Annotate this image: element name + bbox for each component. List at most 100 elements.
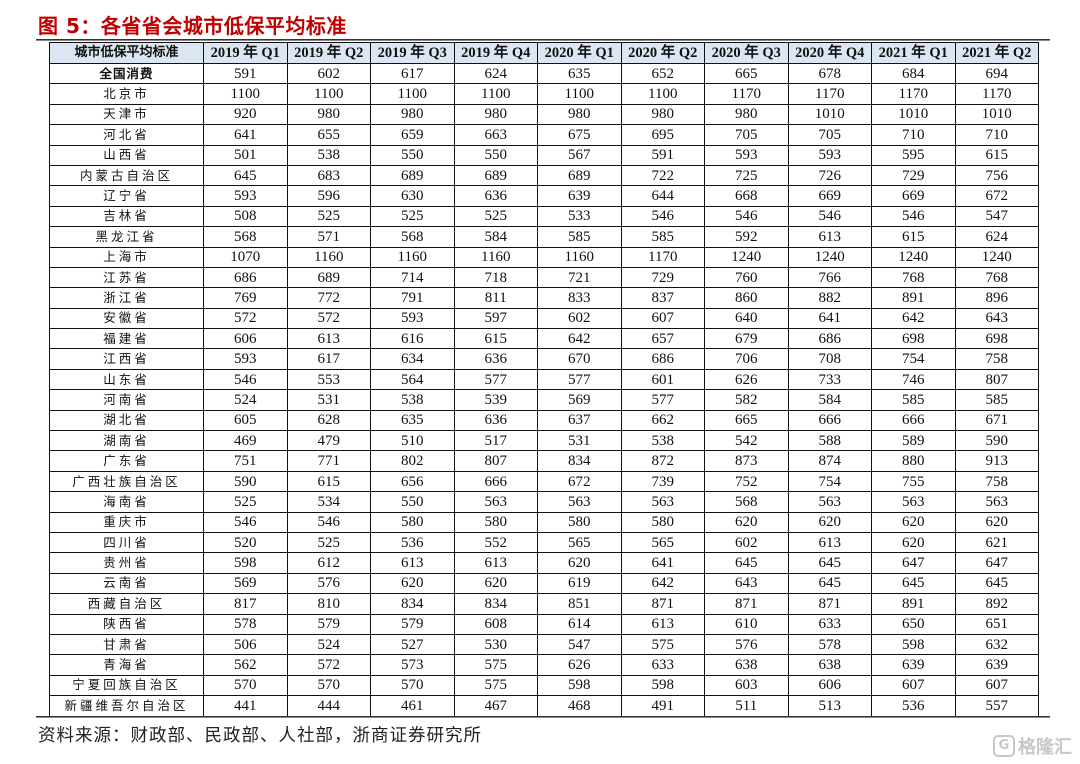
value-cell: 575 [620,633,705,656]
value-cell: 603 [704,674,789,697]
table-row: 江苏省 686 689 714 718 721 729 760 766 768 768 [49,266,1039,289]
value-cell: 510 [370,430,455,452]
value-cell: 733 [787,368,872,391]
value-cell: 746 [871,368,956,391]
table-row: 新疆维吾尔自治区 441 444 461 467 468 491 511 513 536 557 [49,695,1039,717]
region-name: 河北省 [49,124,204,146]
value-cell: 575 [453,674,538,697]
value-cell: 626 [704,368,789,391]
value-cell: 598 [871,633,956,656]
value-cell: 633 [787,613,872,635]
value-cell: 1240 [954,246,1039,268]
value-cell: 686 [203,266,288,289]
table-row: 安徽省 572 572 593 597 602 607 640 641 642 643 [49,307,1039,330]
table-row: 广东省 751 771 802 807 834 872 873 874 880 913 [49,450,1039,472]
value-cell: 1100 [286,83,371,105]
value-cell: 565 [537,531,622,554]
value-cell: 633 [620,654,705,676]
value-cell: 621 [954,531,1039,554]
value-cell: 802 [370,450,455,472]
table-row: 河南省 524 531 538 539 569 577 582 584 585 585 [49,389,1039,411]
region-name: 吉林省 [49,205,204,228]
value-cell: 771 [286,450,371,472]
value-cell: 568 [203,226,288,248]
region-name: 甘肃省 [49,633,204,656]
value-cell: 479 [286,430,371,452]
region-name: 云南省 [49,572,204,595]
value-cell: 592 [704,226,789,248]
value-cell: 726 [787,164,872,187]
value-cell: 834 [537,450,622,472]
value-cell: 636 [453,348,538,370]
value-cell: 580 [537,511,622,533]
value-cell: 980 [620,103,705,126]
source-note: 资料来源：财政部、民政部、人社部，浙商证券研究所 [38,726,482,746]
value-cell: 602 [537,307,622,330]
value-cell: 467 [453,695,538,717]
value-cell: 593 [704,144,789,166]
value-cell: 513 [787,695,872,717]
column-header: 2019 年 Q1 [203,42,288,64]
value-cell: 663 [453,124,538,146]
region-name: 山东省 [49,368,204,391]
column-header: 2021 年 Q2 [954,42,1039,64]
value-cell: 1170 [787,83,872,105]
value-cell: 620 [787,511,872,533]
value-cell: 659 [370,124,455,146]
table-row: 黑龙江省 568 571 568 584 585 585 592 613 615 624 [49,226,1039,248]
value-cell: 638 [787,654,872,676]
table-row: 辽宁省 593 596 630 636 639 644 668 669 669 672 [49,185,1039,207]
value-cell: 602 [286,62,371,85]
figure-title: 图 5：各省省会城市低保平均标准 [38,14,347,38]
value-cell: 1010 [871,103,956,126]
bottom-rule [36,716,1050,718]
table-row: 广西壮族自治区 590 615 656 666 672 739 752 754 755 758 [49,470,1039,493]
value-cell: 606 [203,328,288,350]
value-cell: 1170 [954,83,1039,105]
value-cell: 871 [787,593,872,615]
value-cell: 837 [620,287,705,309]
value-cell: 613 [453,552,538,574]
value-cell: 597 [453,307,538,330]
value-cell: 546 [203,511,288,533]
value-cell: 530 [453,633,538,656]
value-cell: 562 [203,654,288,676]
value-cell: 772 [286,287,371,309]
value-cell: 722 [620,164,705,187]
value-cell: 524 [203,389,288,411]
table-row: 山西省 501 538 550 550 567 591 593 593 595 615 [49,144,1039,166]
value-cell: 571 [286,226,371,248]
value-cell: 768 [954,266,1039,289]
value-cell: 620 [453,572,538,595]
value-cell: 563 [954,491,1039,513]
value-cell: 642 [620,572,705,595]
value-cell: 1240 [871,246,956,268]
value-cell: 536 [370,531,455,554]
value-cell: 531 [286,389,371,411]
value-cell: 980 [370,103,455,126]
value-cell: 525 [286,205,371,228]
value-cell: 766 [787,266,872,289]
value-cell: 760 [704,266,789,289]
value-cell: 585 [954,389,1039,411]
region-name: 山西省 [49,144,204,166]
value-cell: 608 [453,613,538,635]
table-row: 江西省 593 617 634 636 670 686 706 708 754 758 [49,348,1039,370]
region-name: 西藏自治区 [49,593,204,615]
value-cell: 589 [871,430,956,452]
value-cell: 645 [787,552,872,574]
value-cell: 706 [704,348,789,370]
value-cell: 579 [370,613,455,635]
value-cell: 598 [203,552,288,574]
region-name: 内蒙古自治区 [49,164,204,187]
value-cell: 758 [954,470,1039,493]
value-cell: 1100 [537,83,622,105]
value-cell: 669 [787,185,872,207]
value-cell: 689 [286,266,371,289]
value-cell: 873 [704,450,789,472]
value-cell: 644 [620,185,705,207]
value-cell: 578 [787,633,872,656]
region-name: 浙江省 [49,287,204,309]
region-name: 上海市 [49,246,204,268]
value-cell: 531 [537,430,622,452]
